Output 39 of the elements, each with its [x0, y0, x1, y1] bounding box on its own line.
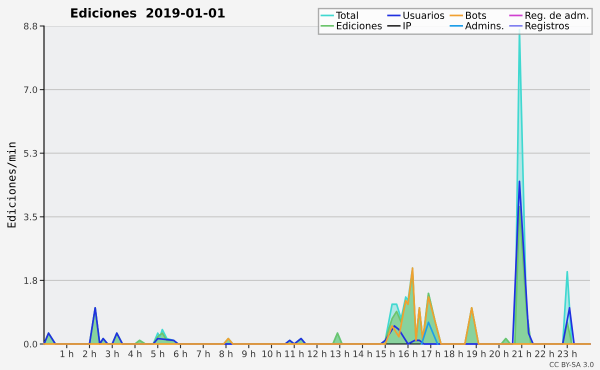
- y-tick-label: 1.8: [24, 277, 38, 284]
- x-tick-label: 7 h: [196, 350, 210, 358]
- x-tick-label: 22 h: [535, 350, 554, 358]
- legend-label: Bots: [466, 12, 486, 20]
- y-axis-title: Ediciones/min: [7, 142, 17, 228]
- x-tick-label: 16 h: [398, 350, 418, 358]
- x-tick-label: 18 h: [444, 350, 463, 358]
- y-tick-label: 8.8: [24, 22, 38, 30]
- legend-label: Total: [336, 11, 358, 20]
- x-tick-label: 15 h: [376, 350, 395, 358]
- x-tick-label: 20 h: [490, 350, 508, 358]
- x-tick-label: 17 h: [422, 350, 440, 358]
- y-tick-label: 0.0: [24, 340, 38, 348]
- y-tick-label: 7.0: [24, 86, 38, 94]
- x-tick-label: 5 h: [151, 350, 164, 358]
- legend-label: Usuarios: [403, 11, 444, 20]
- x-tick-label: 14 h: [353, 350, 372, 358]
- legend-label: Registros: [526, 22, 570, 32]
- x-tick-label: 1 h: [60, 350, 74, 358]
- x-tick-label: 8 h: [219, 350, 232, 358]
- x-tick-label: 6 h: [174, 350, 187, 358]
- x-tick-label: 21 h: [512, 350, 532, 358]
- y-tick-label: 5.3: [24, 150, 38, 157]
- chart-title: Ediciones 2019-01-01: [71, 8, 225, 18]
- x-tick-label: 3 h: [106, 350, 119, 358]
- x-tick-label: 19 h: [467, 350, 486, 358]
- legend-label: Admins.: [465, 22, 504, 30]
- legend-label: Ediciones: [336, 22, 382, 30]
- x-tick-label: 10 h: [262, 350, 281, 358]
- y-tick-label: 3.5: [24, 214, 37, 220]
- x-tick-label: 9 h: [242, 350, 256, 358]
- x-tick-label: 4 h: [128, 350, 142, 358]
- x-tick-label: 11 h: [285, 350, 304, 358]
- x-tick-label: 12 h: [308, 350, 326, 358]
- legend-label: IP: [404, 22, 412, 30]
- x-tick-label: 23 h: [558, 350, 577, 358]
- legend-label: Reg. de adm.: [526, 11, 588, 21]
- x-tick-label: 13 h: [330, 350, 350, 358]
- x-tick-label: 2 h: [82, 350, 96, 358]
